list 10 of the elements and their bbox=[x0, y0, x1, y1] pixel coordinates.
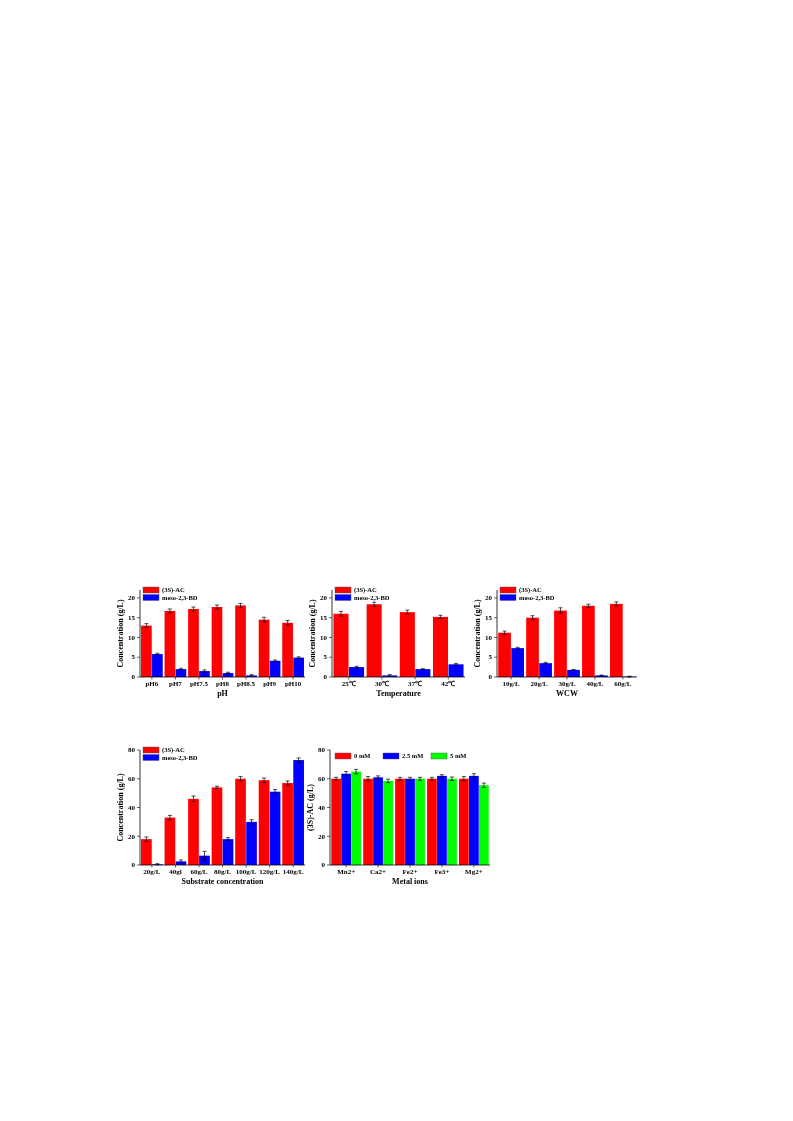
x-axis-title: Metal ions bbox=[392, 877, 428, 886]
x-axis-title: Substrate concentration bbox=[181, 877, 265, 886]
x-axis-title: WCW bbox=[556, 689, 578, 698]
y-axis-title: Concentration (g/L) bbox=[308, 599, 317, 668]
y-axis-title: Concentration (g/L) bbox=[473, 599, 482, 668]
y-axis-title: (3S)-AC (g/L) bbox=[306, 783, 315, 831]
y-axis-title: Concentration (g/L) bbox=[116, 773, 125, 842]
y-axis-title: Concentration (g/L) bbox=[116, 599, 125, 668]
x-axis-title: Temperature bbox=[376, 689, 422, 698]
x-axis-title: pH bbox=[217, 689, 229, 698]
